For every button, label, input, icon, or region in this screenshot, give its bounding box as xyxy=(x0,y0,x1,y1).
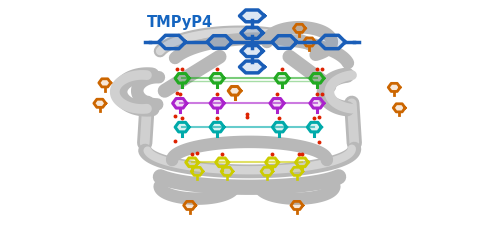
Polygon shape xyxy=(175,122,189,132)
Polygon shape xyxy=(241,46,263,57)
Polygon shape xyxy=(303,38,315,46)
Polygon shape xyxy=(393,104,405,112)
Polygon shape xyxy=(221,167,233,175)
Polygon shape xyxy=(261,167,273,175)
Polygon shape xyxy=(207,36,232,48)
Polygon shape xyxy=(310,74,324,83)
Polygon shape xyxy=(228,86,241,95)
Polygon shape xyxy=(240,61,264,73)
Polygon shape xyxy=(291,167,303,175)
Polygon shape xyxy=(184,201,196,210)
Polygon shape xyxy=(99,79,111,87)
Polygon shape xyxy=(307,122,321,132)
Polygon shape xyxy=(191,167,203,175)
Polygon shape xyxy=(275,74,289,83)
Polygon shape xyxy=(94,99,106,107)
Polygon shape xyxy=(173,99,187,108)
Polygon shape xyxy=(210,99,224,108)
Polygon shape xyxy=(318,35,345,49)
Polygon shape xyxy=(272,122,286,132)
Polygon shape xyxy=(310,99,324,108)
Polygon shape xyxy=(240,10,264,22)
Polygon shape xyxy=(272,36,297,48)
Polygon shape xyxy=(186,158,199,167)
Polygon shape xyxy=(291,201,303,210)
Polygon shape xyxy=(295,158,308,167)
Text: TMPyP4: TMPyP4 xyxy=(147,15,214,30)
Polygon shape xyxy=(388,83,400,91)
Polygon shape xyxy=(293,24,305,32)
Polygon shape xyxy=(241,27,263,38)
Polygon shape xyxy=(210,74,224,83)
Polygon shape xyxy=(159,35,186,49)
Polygon shape xyxy=(270,99,284,108)
Polygon shape xyxy=(210,122,224,132)
Polygon shape xyxy=(175,74,189,83)
Polygon shape xyxy=(216,158,229,167)
Polygon shape xyxy=(265,158,278,167)
